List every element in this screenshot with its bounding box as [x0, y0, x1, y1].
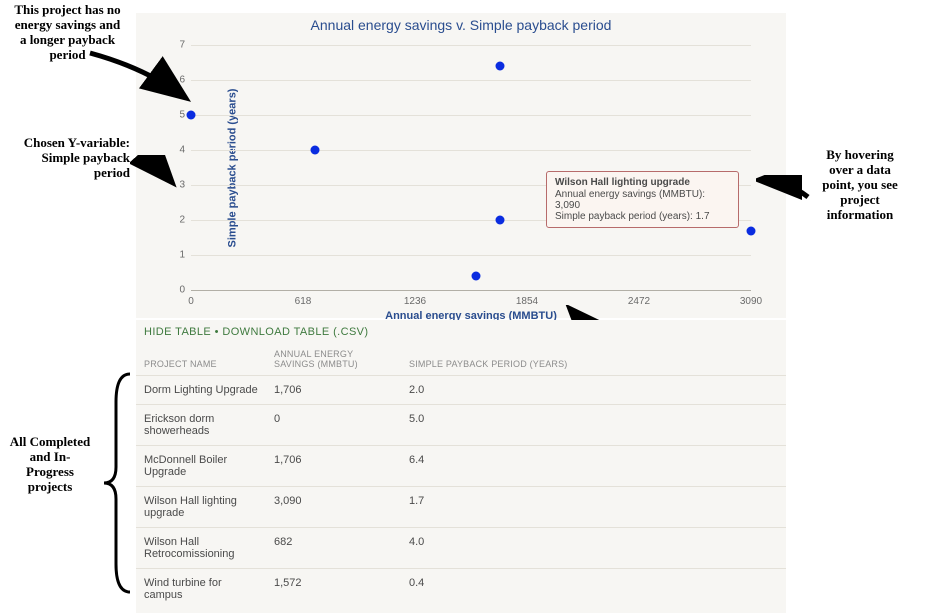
cell-savings: 1,706: [266, 446, 401, 487]
table-panel: HIDE TABLE • DOWNLOAD TABLE (.CSV) PROJE…: [136, 320, 786, 613]
annotation-top-left: This project has noenergy savings anda l…: [0, 3, 135, 63]
y-tick-label: 2: [179, 215, 185, 226]
y-tick-label: 5: [179, 110, 185, 121]
cell-payback: 6.4: [401, 446, 786, 487]
x-tick-label: 2472: [628, 296, 650, 307]
y-tick-label: 7: [179, 40, 185, 51]
y-tick-label: 0: [179, 285, 185, 296]
cell-project-name: Erickson dorm showerheads: [136, 405, 266, 446]
table-row: McDonnell Boiler Upgrade1,7066.4: [136, 446, 786, 487]
chart-title: Annual energy savings v. Simple payback …: [136, 17, 786, 33]
col-header-savings: ANNUAL ENERGY SAVINGS (MMBTU): [266, 346, 401, 376]
y-gridline: [191, 150, 751, 151]
cell-savings: 0: [266, 405, 401, 446]
cell-payback: 2.0: [401, 376, 786, 405]
x-tick-label: 618: [295, 296, 312, 307]
annotation-y-variable: Chosen Y-variable:Simple paybackperiod: [0, 136, 130, 181]
y-tick-label: 4: [179, 145, 185, 156]
y-gridline: [191, 45, 751, 46]
y-gridline: [191, 115, 751, 116]
data-point[interactable]: [747, 226, 756, 235]
download-table-link[interactable]: DOWNLOAD TABLE (.CSV): [222, 326, 368, 338]
cell-savings: 3,090: [266, 487, 401, 528]
y-axis-title: Simple payback period (years): [226, 88, 238, 247]
cell-payback: 0.4: [401, 569, 786, 610]
cell-payback: 4.0: [401, 528, 786, 569]
y-gridline: [191, 80, 751, 81]
cell-savings: 1,706: [266, 376, 401, 405]
cell-project-name: Dorm Lighting Upgrade: [136, 376, 266, 405]
x-tick-label: 1236: [404, 296, 426, 307]
table-links: HIDE TABLE • DOWNLOAD TABLE (.CSV): [136, 326, 786, 346]
data-point[interactable]: [310, 146, 319, 155]
y-tick-label: 6: [179, 75, 185, 86]
data-point[interactable]: [187, 111, 196, 120]
cell-project-name: Wilson Hall lighting upgrade: [136, 487, 266, 528]
cell-project-name: Wind turbine for campus: [136, 569, 266, 610]
tooltip-line1: Annual energy savings (MMBTU): 3,090: [555, 189, 730, 211]
y-tick-label: 3: [179, 180, 185, 191]
annotation-hover: By hoveringover a datapoint, you seeproj…: [800, 148, 920, 223]
table-row: Wilson Hall lighting upgrade3,0901.7: [136, 487, 786, 528]
cell-payback: 1.7: [401, 487, 786, 528]
table-header-row: PROJECT NAME ANNUAL ENERGY SAVINGS (MMBT…: [136, 346, 786, 376]
tooltip-line2: Simple payback period (years): 1.7: [555, 211, 730, 222]
cell-savings: 1,572: [266, 569, 401, 610]
col-header-payback: SIMPLE PAYBACK PERIOD (YEARS): [401, 346, 786, 376]
tooltip-title: Wilson Hall lighting upgrade: [555, 177, 730, 188]
hide-table-link[interactable]: HIDE TABLE: [144, 326, 211, 338]
tooltip-box: Wilson Hall lighting upgrade Annual ener…: [546, 171, 739, 228]
col-header-name: PROJECT NAME: [136, 346, 266, 376]
x-tick-label: 3090: [740, 296, 762, 307]
y-gridline: [191, 255, 751, 256]
x-axis-line: [191, 290, 751, 291]
cell-project-name: Wilson Hall Retrocomissioning: [136, 528, 266, 569]
plot-area: Simple payback period (years) Annual ene…: [191, 45, 751, 290]
cell-savings: 682: [266, 528, 401, 569]
projects-table: PROJECT NAME ANNUAL ENERGY SAVINGS (MMBT…: [136, 346, 786, 609]
table-row: Wilson Hall Retrocomissioning6824.0: [136, 528, 786, 569]
cell-project-name: McDonnell Boiler Upgrade: [136, 446, 266, 487]
y-tick-label: 1: [179, 250, 185, 261]
table-row: Wind turbine for campus1,5720.4: [136, 569, 786, 610]
cell-payback: 5.0: [401, 405, 786, 446]
x-tick-label: 1854: [516, 296, 538, 307]
table-row: Erickson dorm showerheads05.0: [136, 405, 786, 446]
data-point[interactable]: [496, 62, 505, 71]
x-tick-label: 0: [188, 296, 194, 307]
annotation-table: All Completedand In-Progressprojects: [0, 435, 100, 495]
table-row: Dorm Lighting Upgrade1,7062.0: [136, 376, 786, 405]
brace-table: [98, 372, 138, 594]
chart-panel: Annual energy savings v. Simple payback …: [136, 13, 786, 318]
data-point[interactable]: [471, 272, 480, 281]
data-point[interactable]: [496, 216, 505, 225]
